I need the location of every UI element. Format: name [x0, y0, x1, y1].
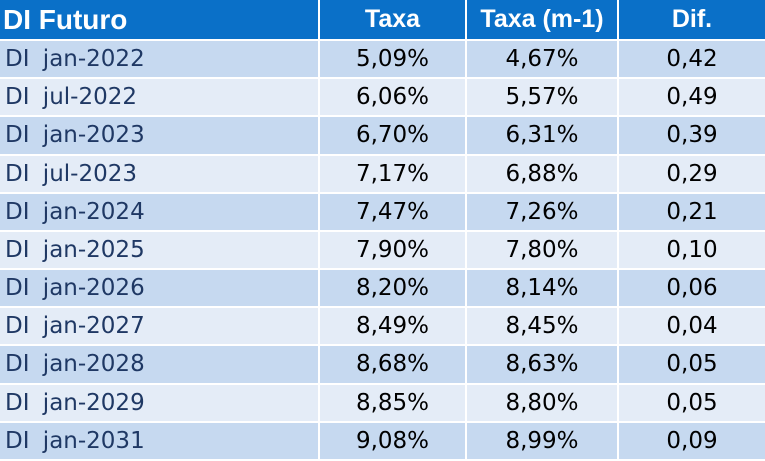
- row-value-taxa-prev: 8,14%: [467, 270, 619, 309]
- row-label: DI jan-2031: [0, 422, 320, 461]
- row-label: DI jan-2026: [0, 270, 320, 309]
- row-value-taxa: 9,08%: [320, 422, 467, 461]
- row-label: DI jan-2024: [0, 193, 320, 232]
- row-value-taxa-prev: 7,80%: [467, 231, 619, 271]
- row-label: DI jan-2029: [0, 384, 320, 423]
- row-value-dif: 0,39: [619, 117, 765, 156]
- row-value-dif: 0,42: [619, 41, 765, 80]
- row-value-dif: 0,06: [619, 270, 765, 309]
- row-label: DI jan-2027: [0, 308, 320, 347]
- row-value-taxa: 8,68%: [320, 346, 467, 385]
- row-value-taxa-prev: 8,80%: [467, 384, 619, 423]
- row-value-taxa-prev: 8,45%: [467, 308, 619, 347]
- row-value-taxa: 8,20%: [320, 270, 467, 309]
- row-value-taxa: 6,06%: [320, 79, 467, 118]
- row-value-taxa: 7,17%: [320, 155, 467, 194]
- row-label: DI jul-2022: [0, 79, 320, 118]
- row-value-dif: 0,09: [619, 422, 765, 461]
- header-taxa-prev: Taxa (m-1): [467, 0, 619, 41]
- row-value-dif: 0,21: [619, 193, 765, 232]
- row-value-dif: 0,05: [619, 384, 765, 423]
- header-di-futuro: DI Futuro: [0, 0, 320, 41]
- row-value-taxa-prev: 6,88%: [467, 155, 619, 194]
- row-value-dif: 0,10: [619, 231, 765, 271]
- row-label: DI jan-2028: [0, 346, 320, 385]
- row-label: DI jul-2023: [0, 155, 320, 194]
- row-value-taxa: 7,47%: [320, 193, 467, 232]
- row-value-taxa-prev: 4,67%: [467, 41, 619, 80]
- row-value-taxa-prev: 8,99%: [467, 422, 619, 461]
- header-dif: Dif.: [619, 0, 765, 41]
- header-taxa: Taxa: [320, 0, 467, 41]
- row-value-taxa-prev: 8,63%: [467, 346, 619, 385]
- row-value-taxa-prev: 5,57%: [467, 79, 619, 118]
- row-value-taxa-prev: 6,31%: [467, 117, 619, 156]
- row-label: DI jan-2022: [0, 41, 320, 80]
- row-value-taxa: 7,90%: [320, 231, 467, 271]
- row-label: DI jan-2025: [0, 231, 320, 271]
- row-value-dif: 0,05: [619, 346, 765, 385]
- row-value-taxa: 8,85%: [320, 384, 467, 423]
- row-label: DI jan-2023: [0, 117, 320, 156]
- row-value-dif: 0,49: [619, 79, 765, 118]
- row-value-taxa: 8,49%: [320, 308, 467, 347]
- row-value-taxa-prev: 7,26%: [467, 193, 619, 232]
- row-value-taxa: 6,70%: [320, 117, 467, 156]
- row-value-dif: 0,29: [619, 155, 765, 194]
- row-value-taxa: 5,09%: [320, 41, 467, 80]
- row-value-dif: 0,04: [619, 308, 765, 347]
